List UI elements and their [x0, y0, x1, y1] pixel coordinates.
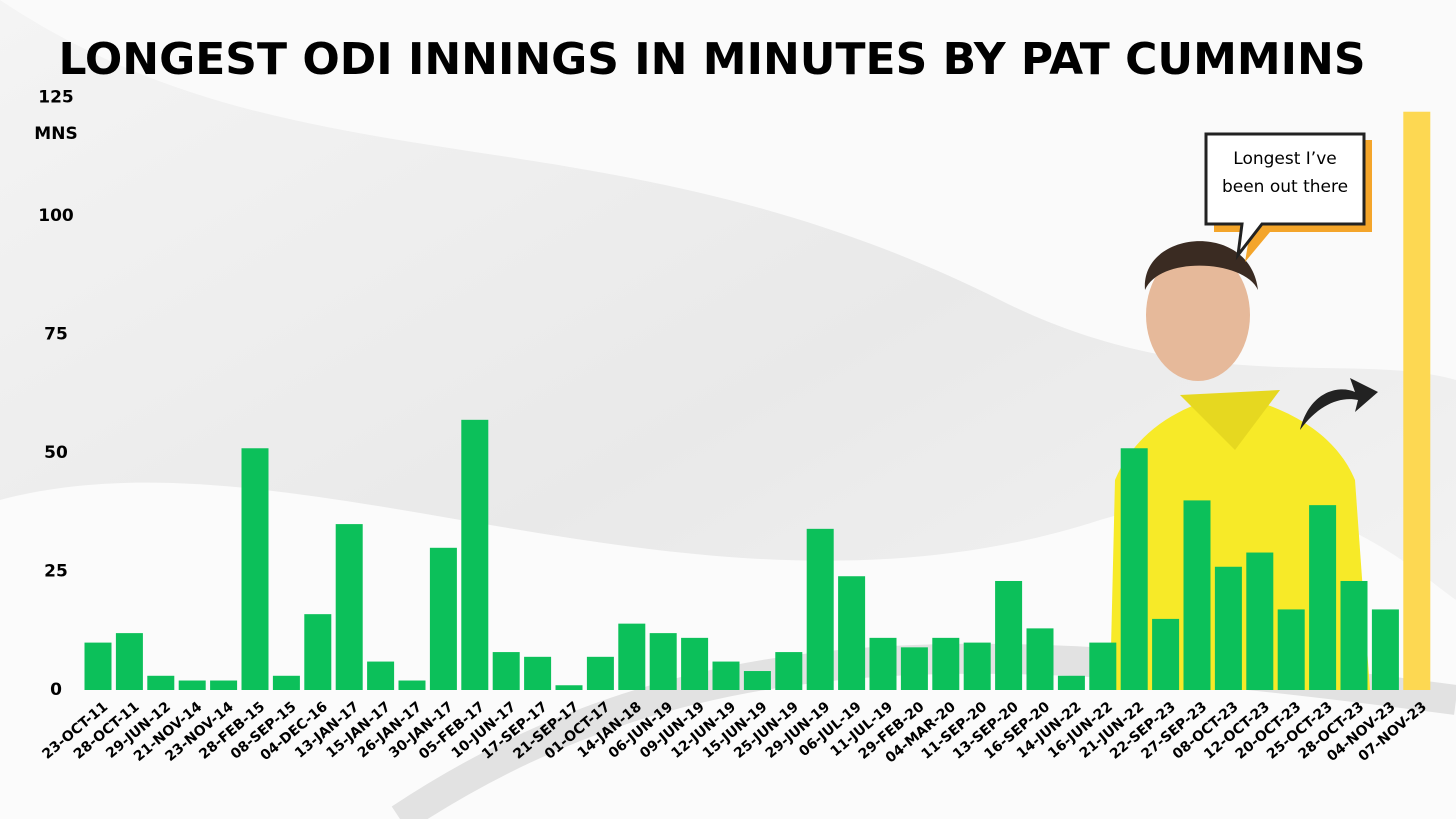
bar [900, 647, 928, 690]
annotation: Longest I’ve been out there [1221, 149, 1349, 197]
bar [492, 652, 520, 690]
y-tick-label: 25 [44, 562, 68, 582]
bar [241, 448, 269, 690]
y-unit: MNS [34, 124, 77, 144]
bar [806, 528, 834, 690]
bar [963, 642, 991, 690]
bar [115, 633, 143, 690]
bar [555, 685, 583, 690]
bar [743, 671, 771, 690]
player-illustration [1110, 241, 1370, 690]
annotation-box: Longest I’ve been out there [1221, 149, 1349, 197]
chart-title: LONGEST ODI INNINGS IN MINUTES BY PAT CU… [58, 34, 1365, 85]
bar [995, 580, 1023, 690]
bar [932, 637, 960, 690]
bar [712, 661, 740, 690]
bar [1403, 111, 1431, 691]
bar [618, 623, 646, 690]
bar [649, 633, 677, 690]
speech-bubble: Longest I’ve been out there [1204, 132, 1372, 262]
y-tick-label: 0 [50, 680, 62, 700]
bar [147, 675, 175, 690]
bar [1309, 505, 1337, 690]
bar [838, 576, 866, 690]
bar [210, 680, 238, 690]
bar [1246, 552, 1274, 690]
bar [272, 675, 300, 690]
bar [398, 680, 426, 690]
bar [84, 642, 112, 690]
bar [429, 547, 457, 690]
bar [367, 661, 395, 690]
bar [304, 614, 332, 690]
bar [1057, 675, 1085, 690]
bar [1340, 580, 1368, 690]
bar [586, 656, 614, 690]
y-tick-label: 100 [38, 206, 74, 226]
arrow [1300, 378, 1378, 430]
bar [681, 637, 709, 690]
bar [1089, 642, 1117, 690]
bar [335, 524, 363, 690]
swoosh [0, 482, 1456, 819]
bar [1277, 609, 1305, 690]
bar [178, 680, 206, 690]
y-tick-label: 75 [44, 325, 68, 345]
bar [869, 637, 897, 690]
bar [1026, 628, 1054, 690]
bar [1214, 566, 1242, 690]
swoosh [0, 0, 1456, 380]
bar [1152, 618, 1180, 690]
bar [461, 419, 489, 690]
bar [1120, 448, 1148, 690]
bar [1371, 609, 1399, 690]
y-tick-label: 50 [44, 443, 68, 463]
bar [1183, 500, 1211, 690]
y-tick-label: 125 [38, 88, 74, 108]
bar [775, 652, 803, 690]
bar [524, 656, 552, 690]
